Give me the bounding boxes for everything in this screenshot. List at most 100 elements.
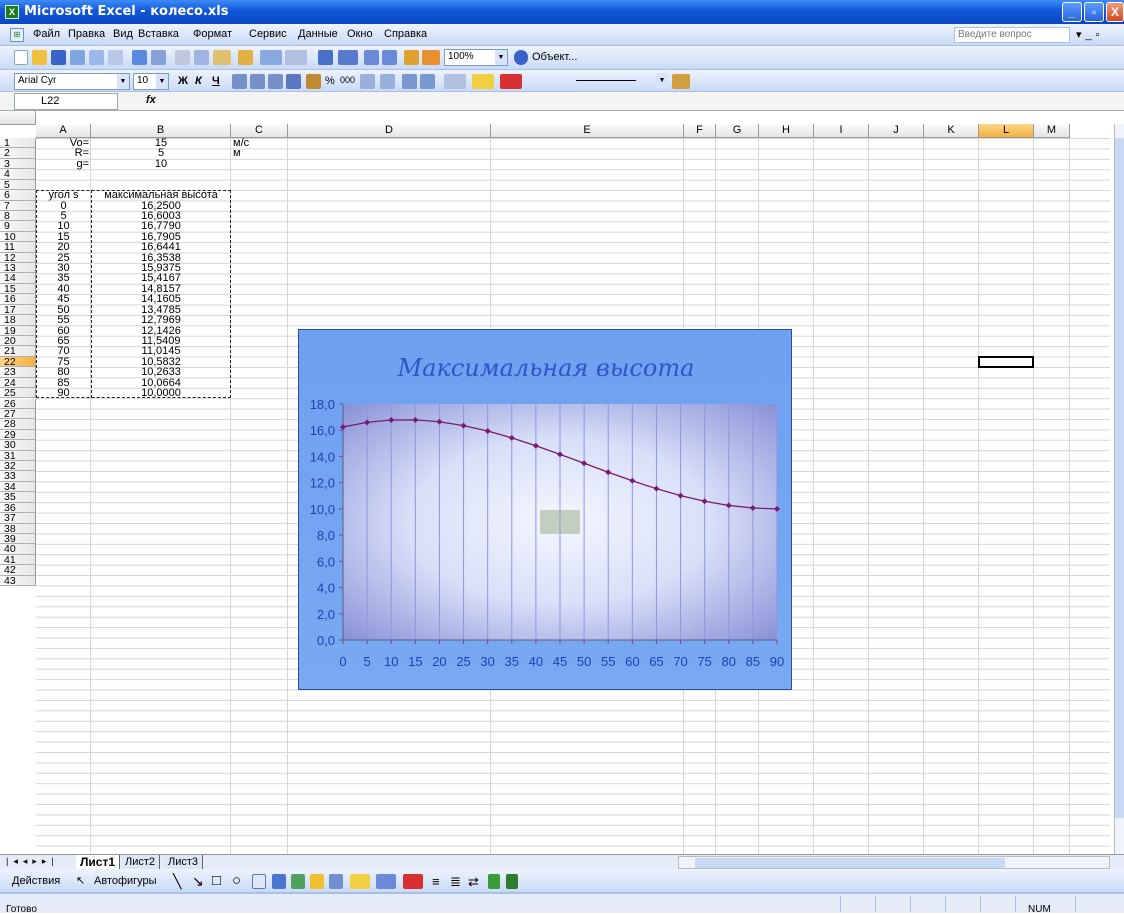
zoom-select[interactable]: 100% ▼ [444, 49, 508, 66]
row-header[interactable]: 26 [0, 398, 36, 409]
align-left-icon[interactable] [232, 74, 247, 89]
table-cell-angle[interactable]: 90 [57, 387, 70, 400]
paste-icon[interactable] [213, 50, 231, 65]
param-unit-cell[interactable]: м/с [233, 137, 250, 149]
table-cell-angle[interactable]: 30 [57, 262, 70, 275]
column-header-g[interactable]: G [716, 124, 759, 138]
table-cell-angle[interactable]: 20 [57, 241, 70, 254]
table-cell-height[interactable]: 10,2633 [141, 366, 181, 379]
horizontal-scrollbar[interactable] [678, 856, 1110, 869]
column-header-l[interactable]: L [979, 124, 1034, 138]
save-icon[interactable] [51, 50, 66, 65]
param-label-cell[interactable]: R= [74, 147, 89, 160]
fill-color-icon[interactable] [472, 74, 494, 89]
insert-function-button[interactable]: fx [146, 94, 156, 106]
table-cell-height[interactable]: 10,5832 [141, 355, 181, 368]
underline-button[interactable]: Ч [212, 75, 220, 87]
maximize-button[interactable]: ▫ [1084, 2, 1104, 22]
line-style-icon[interactable] [576, 80, 636, 81]
table-cell-angle[interactable]: 25 [57, 251, 70, 264]
autosum-icon[interactable] [338, 50, 358, 65]
table-cell-height[interactable]: 14,8157 [141, 282, 181, 295]
line-tool-icon[interactable]: ╲ [173, 873, 182, 889]
row-header[interactable]: 15 [0, 283, 36, 294]
spelling-icon[interactable] [132, 50, 147, 65]
permission-icon[interactable] [70, 50, 85, 65]
row-header[interactable]: 40 [0, 544, 36, 555]
vertical-scrollbar[interactable] [1114, 124, 1124, 854]
row-header[interactable]: 31 [0, 450, 36, 461]
line-color-icon[interactable] [376, 874, 396, 889]
param-value-cell[interactable]: 5 [157, 147, 165, 160]
row-header[interactable]: 21 [0, 346, 36, 357]
select-all-corner[interactable] [0, 111, 36, 125]
row-header[interactable]: 18 [0, 315, 36, 326]
copy-icon[interactable] [194, 50, 209, 65]
menu-tools[interactable]: Сервис [249, 28, 287, 40]
table-cell-height[interactable]: 14,1605 [141, 293, 181, 306]
column-header-f[interactable]: F [684, 124, 716, 138]
font-name-select[interactable]: Arial Cyr ▼ [14, 73, 130, 90]
wordart-icon[interactable] [272, 874, 286, 889]
row-header[interactable]: 14 [0, 273, 36, 284]
line-style-dropdown[interactable]: ▼ [650, 73, 668, 90]
hyperlink-icon[interactable] [318, 50, 333, 65]
row-header[interactable]: 23 [0, 367, 36, 378]
decrease-decimal-icon[interactable] [380, 74, 395, 89]
table-cell-height[interactable]: 13,4785 [141, 303, 181, 316]
row-header[interactable]: 19 [0, 325, 36, 336]
excel-app-icon[interactable]: X [5, 5, 19, 19]
active-cell[interactable] [978, 355, 1034, 369]
row-header[interactable]: 17 [0, 304, 36, 315]
tab-sheet1[interactable]: Лист1 [76, 855, 121, 870]
row-header[interactable]: 5 [0, 179, 36, 190]
table-cell-height[interactable]: 11,0145 [141, 345, 181, 358]
dash-style-icon[interactable]: ≣ [450, 874, 461, 889]
table-cell-height[interactable]: 16,3538 [141, 251, 181, 264]
autoshapes-menu[interactable]: Автофигуры [94, 875, 157, 887]
table-cell-height[interactable]: 16,6003 [141, 209, 181, 222]
row-header[interactable]: 34 [0, 481, 36, 492]
name-box[interactable]: L22 [14, 93, 118, 110]
menu-help[interactable]: Справка [384, 28, 428, 40]
actions-menu[interactable]: Действия [12, 875, 61, 887]
row-header[interactable]: 28 [0, 419, 36, 430]
row-header[interactable]: 12 [0, 252, 36, 263]
preview-icon[interactable] [108, 50, 123, 65]
table-cell-height[interactable]: 10,0000 [141, 387, 181, 400]
row-header[interactable]: 35 [0, 492, 36, 503]
table-cell-angle[interactable]: 70 [57, 345, 70, 358]
row-header[interactable]: 30 [0, 440, 36, 451]
row-header[interactable]: 43 [0, 575, 36, 586]
row-header[interactable]: 2 [0, 148, 36, 159]
oval-tool-icon[interactable]: ○ [232, 872, 242, 889]
menu-insert[interactable]: Вставка [138, 28, 179, 40]
thousands-button[interactable]: 000 [340, 75, 356, 85]
table-cell-angle[interactable]: 75 [57, 355, 70, 368]
table-cell-angle[interactable]: 85 [57, 376, 70, 389]
row-header[interactable]: 32 [0, 461, 36, 471]
increase-decimal-icon[interactable] [360, 74, 375, 89]
table-cell-height[interactable]: 12,1426 [141, 324, 181, 337]
menu-file[interactable]: Файл [33, 28, 61, 40]
table-cell-height[interactable]: 11,5409 [141, 334, 181, 347]
table-header-angle[interactable]: угол s [48, 189, 79, 202]
diagram-icon[interactable] [291, 874, 305, 889]
chart-wizard-icon[interactable] [404, 50, 419, 65]
table-cell-height[interactable]: 12,7969 [141, 314, 181, 327]
table-cell-angle[interactable]: 35 [57, 272, 70, 285]
align-center-icon[interactable] [250, 74, 265, 89]
textbox-tool-icon[interactable] [252, 874, 266, 889]
table-cell-angle[interactable]: 45 [57, 293, 70, 306]
table-cell-angle[interactable]: 60 [57, 324, 70, 337]
shadow-icon[interactable] [488, 874, 500, 889]
table-header-height[interactable]: максимальная высота [104, 189, 218, 202]
redo-icon[interactable] [285, 50, 307, 65]
tab-sheet2[interactable]: Лист2 [121, 855, 161, 870]
3d-icon[interactable] [506, 874, 518, 889]
minimize-button[interactable]: _ [1062, 2, 1082, 22]
row-header[interactable]: 13 [0, 263, 36, 273]
row-header[interactable]: 37 [0, 513, 36, 524]
picture-icon[interactable] [329, 874, 343, 889]
help-icon[interactable] [514, 50, 528, 65]
